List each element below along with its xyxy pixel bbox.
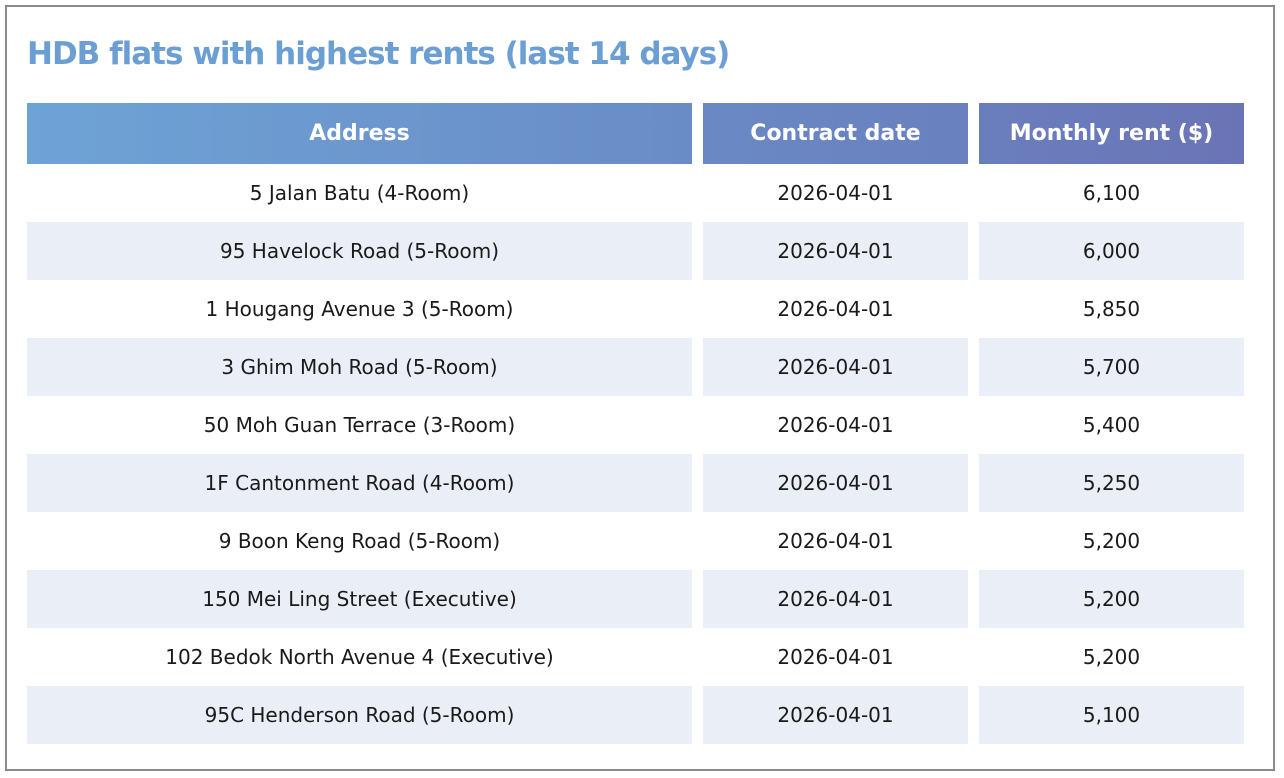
contract-date-cell: 2026-04-01 bbox=[703, 570, 968, 628]
address-cell: 3 Ghim Moh Road (5-Room) bbox=[27, 338, 692, 396]
table-row: 1F Cantonment Road (4-Room) 2026-04-01 5,2… bbox=[27, 454, 1244, 512]
monthly-rent-cell: 5,100 bbox=[979, 686, 1244, 744]
address-cell: 95C Henderson Road (5-Room) bbox=[27, 686, 692, 744]
table-row: 1 Hougang Avenue 3 (5-Room) 2026-04-01 5,8… bbox=[27, 280, 1244, 338]
table-row: 150 Mei Ling Street (Executive) 2026-04-0… bbox=[27, 570, 1244, 628]
column-header-address: Address bbox=[27, 103, 692, 164]
table-row: 95C Henderson Road (5-Room) 2026-04-01 5,1… bbox=[27, 686, 1244, 744]
address-cell: 95 Havelock Road (5-Room) bbox=[27, 222, 692, 280]
contract-date-cell: 2026-04-01 bbox=[703, 338, 968, 396]
contract-date-cell: 2026-04-01 bbox=[703, 686, 968, 744]
column-header-contract-date: Contract date bbox=[703, 103, 968, 164]
monthly-rent-cell: 5,200 bbox=[979, 570, 1244, 628]
table-row: 9 Boon Keng Road (5-Room) 2026-04-01 5,200 bbox=[27, 512, 1244, 570]
monthly-rent-cell: 5,250 bbox=[979, 454, 1244, 512]
contract-date-cell: 2026-04-01 bbox=[703, 454, 968, 512]
monthly-rent-cell: 5,700 bbox=[979, 338, 1244, 396]
contract-date-cell: 2026-04-01 bbox=[777, 297, 894, 321]
rent-table: Address Contract date Monthly rent ($) 5… bbox=[27, 103, 1244, 744]
monthly-rent-cell: 5,200 bbox=[1082, 645, 1141, 669]
contract-date-cell: 2026-04-01 bbox=[777, 645, 894, 669]
table-row: 95 Havelock Road (5-Room) 2026-04-01 6,000 bbox=[27, 222, 1244, 280]
table-row: 102 Bedok North Avenue 4 (Executive) 2026… bbox=[27, 628, 1244, 686]
contract-date-cell: 2026-04-01 bbox=[777, 529, 894, 553]
table-row: 5 Jalan Batu (4-Room) 2026-04-01 6,100 bbox=[27, 164, 1244, 222]
chart-title: HDB flats with highest rents (last 14 da… bbox=[27, 36, 730, 72]
monthly-rent-cell: 6,000 bbox=[979, 222, 1244, 280]
address-cell: 5 Jalan Batu (4-Room) bbox=[249, 181, 470, 205]
table-row: 3 Ghim Moh Road (5-Room) 2026-04-01 5,700 bbox=[27, 338, 1244, 396]
address-cell: 150 Mei Ling Street (Executive) bbox=[27, 570, 692, 628]
address-cell: 102 Bedok North Avenue 4 (Executive) bbox=[165, 645, 554, 669]
contract-date-cell: 2026-04-01 bbox=[777, 413, 894, 437]
address-cell: 1F Cantonment Road (4-Room) bbox=[27, 454, 692, 512]
monthly-rent-cell: 5,400 bbox=[1082, 413, 1141, 437]
column-header-monthly-rent: Monthly rent ($) bbox=[979, 103, 1244, 164]
table-header-row: Address Contract date Monthly rent ($) bbox=[27, 103, 1244, 164]
address-cell: 50 Moh Guan Terrace (3-Room) bbox=[203, 413, 516, 437]
contract-date-cell: 2026-04-01 bbox=[703, 222, 968, 280]
table-row: 50 Moh Guan Terrace (3-Room) 2026-04-01 5,… bbox=[27, 396, 1244, 454]
monthly-rent-cell: 5,200 bbox=[1082, 529, 1141, 553]
monthly-rent-cell: 5,850 bbox=[1082, 297, 1141, 321]
monthly-rent-cell: 6,100 bbox=[1082, 181, 1141, 205]
contract-date-cell: 2026-04-01 bbox=[777, 181, 894, 205]
address-cell: 9 Boon Keng Road (5-Room) bbox=[218, 529, 501, 553]
address-cell: 1 Hougang Avenue 3 (5-Room) bbox=[205, 297, 514, 321]
